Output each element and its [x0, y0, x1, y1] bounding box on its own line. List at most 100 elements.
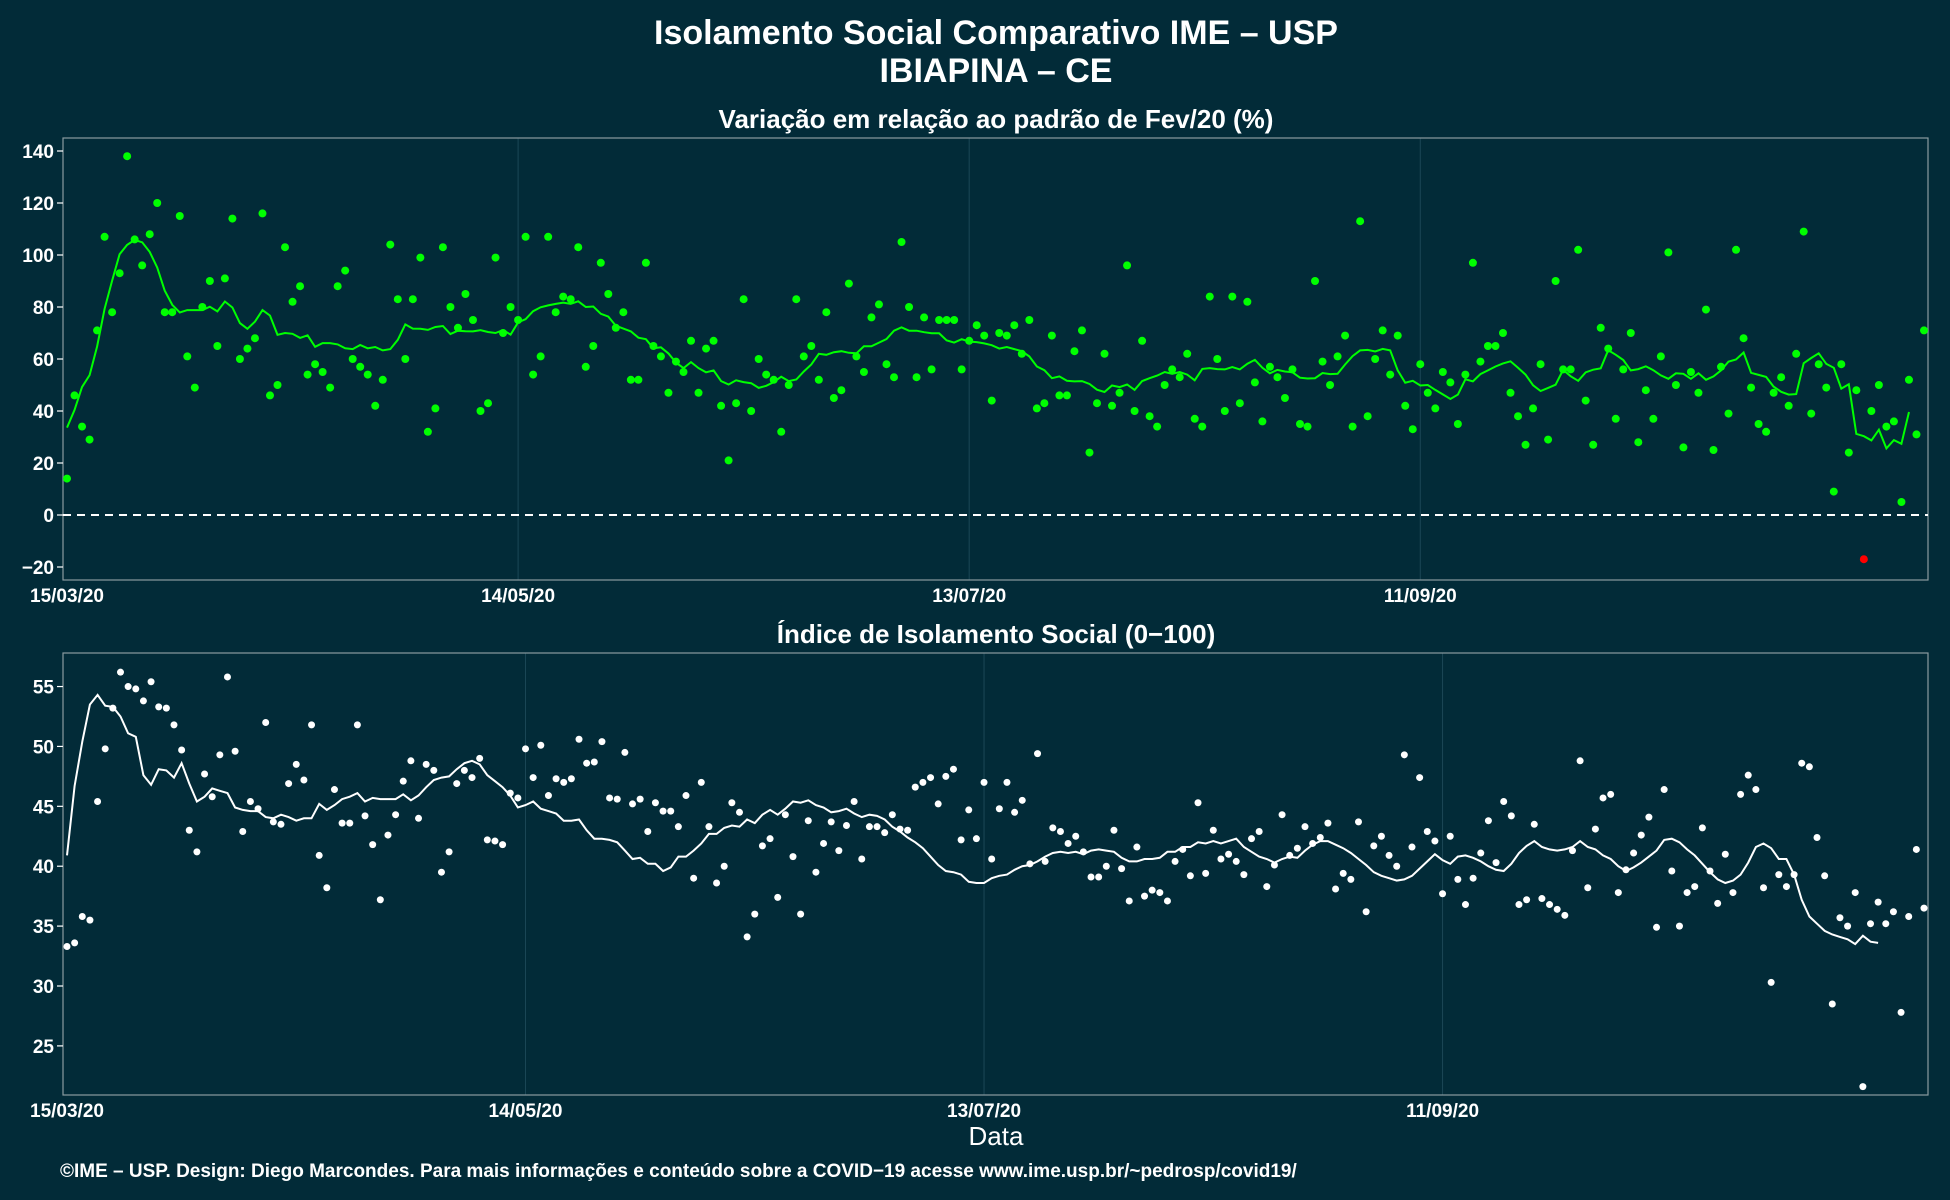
data-point [1897, 498, 1906, 506]
data-point [506, 303, 515, 311]
data-point [1469, 874, 1477, 882]
data-point [1867, 407, 1876, 415]
data-point [1225, 850, 1233, 858]
data-point [201, 770, 209, 778]
data-point [431, 404, 440, 413]
data-point [1040, 399, 1049, 408]
data-point [705, 823, 713, 831]
data-point [1316, 833, 1324, 841]
data-point [123, 152, 132, 161]
data-point [369, 841, 377, 849]
data-point [1400, 751, 1408, 759]
data-point [1686, 368, 1695, 376]
data-point [1476, 357, 1485, 366]
data-point [1701, 305, 1710, 314]
data-point [323, 884, 331, 892]
data-point [116, 668, 124, 676]
data-point [1205, 292, 1214, 301]
data-point [551, 308, 560, 317]
data-point [1544, 435, 1553, 444]
data-point [1348, 422, 1357, 431]
data-point [1339, 869, 1347, 877]
data-point [804, 817, 812, 825]
data-point [288, 297, 297, 306]
y-tick-label: 120 [22, 194, 54, 215]
data-point [1760, 884, 1768, 892]
data-point [361, 812, 369, 820]
data-point [1506, 388, 1515, 397]
data-point [972, 321, 981, 330]
data-point [108, 308, 117, 317]
data-point [407, 757, 415, 765]
data-point [1278, 811, 1286, 819]
data-point [606, 794, 614, 802]
top-panel: 15/03/20 14/05/20 13/07/20 11/09/20 140 120 10… [22, 137, 1929, 607]
y-tick-label: 20 [33, 454, 54, 475]
data-point [1634, 438, 1643, 447]
data-point [641, 258, 650, 267]
data-point [1446, 832, 1454, 840]
data-point [408, 295, 417, 304]
data-point [1363, 412, 1372, 421]
data-point [1248, 835, 1256, 843]
data-point [1311, 277, 1320, 285]
data-point [461, 290, 470, 298]
data-point [228, 214, 237, 223]
data-point [583, 759, 591, 767]
data-point [905, 303, 914, 311]
data-point [1332, 885, 1340, 893]
data-point [1614, 889, 1622, 897]
data-point [1416, 774, 1424, 782]
data-point [1538, 895, 1546, 903]
y-tick-label: 0 [43, 506, 54, 527]
data-point [1280, 394, 1289, 402]
data-point [145, 230, 154, 239]
data-point [1912, 845, 1920, 853]
data-point [1087, 873, 1095, 881]
data-point [1108, 401, 1117, 410]
data-point [881, 829, 889, 837]
x-tick-label: 14/05/20 [481, 586, 555, 607]
data-point [1092, 399, 1101, 408]
data-point [739, 295, 748, 304]
x-tick-label: 13/07/20 [947, 1101, 1021, 1122]
data-point [175, 212, 184, 220]
data-point [205, 277, 214, 285]
data-point [574, 243, 583, 252]
data-point [1836, 914, 1844, 922]
y-tick-label: 25 [33, 1037, 55, 1058]
data-point [1190, 414, 1199, 423]
data-point [1477, 849, 1485, 857]
data-point [1782, 883, 1790, 891]
data-point [101, 745, 109, 753]
data-point [1148, 886, 1156, 894]
data-point [674, 823, 682, 831]
data-point [1691, 883, 1699, 891]
data-point [1232, 857, 1240, 865]
data-point [422, 760, 430, 768]
data-point [1912, 430, 1921, 439]
data-point [170, 721, 178, 729]
data-point [1637, 831, 1645, 839]
y-tick-label: 140 [22, 142, 54, 163]
data-point [78, 913, 86, 921]
data-point [980, 331, 989, 340]
data-point [262, 718, 270, 726]
data-point [1213, 355, 1222, 363]
data-point [1356, 217, 1365, 226]
y-tick-label: 35 [33, 917, 55, 938]
data-point [766, 835, 774, 843]
data-point [484, 399, 493, 408]
moving-average-line [66, 693, 1879, 946]
data-point [1070, 347, 1079, 356]
data-point [1171, 857, 1179, 865]
data-point [1679, 443, 1688, 452]
x-tick-label: 15/03/20 [30, 586, 104, 607]
data-point [1724, 409, 1733, 418]
y-tick-label: 45 [33, 797, 55, 818]
data-point [1859, 1083, 1867, 1091]
data-point [1183, 349, 1192, 358]
data-point [1198, 422, 1207, 431]
data-point [468, 774, 476, 782]
data-point [858, 855, 866, 863]
